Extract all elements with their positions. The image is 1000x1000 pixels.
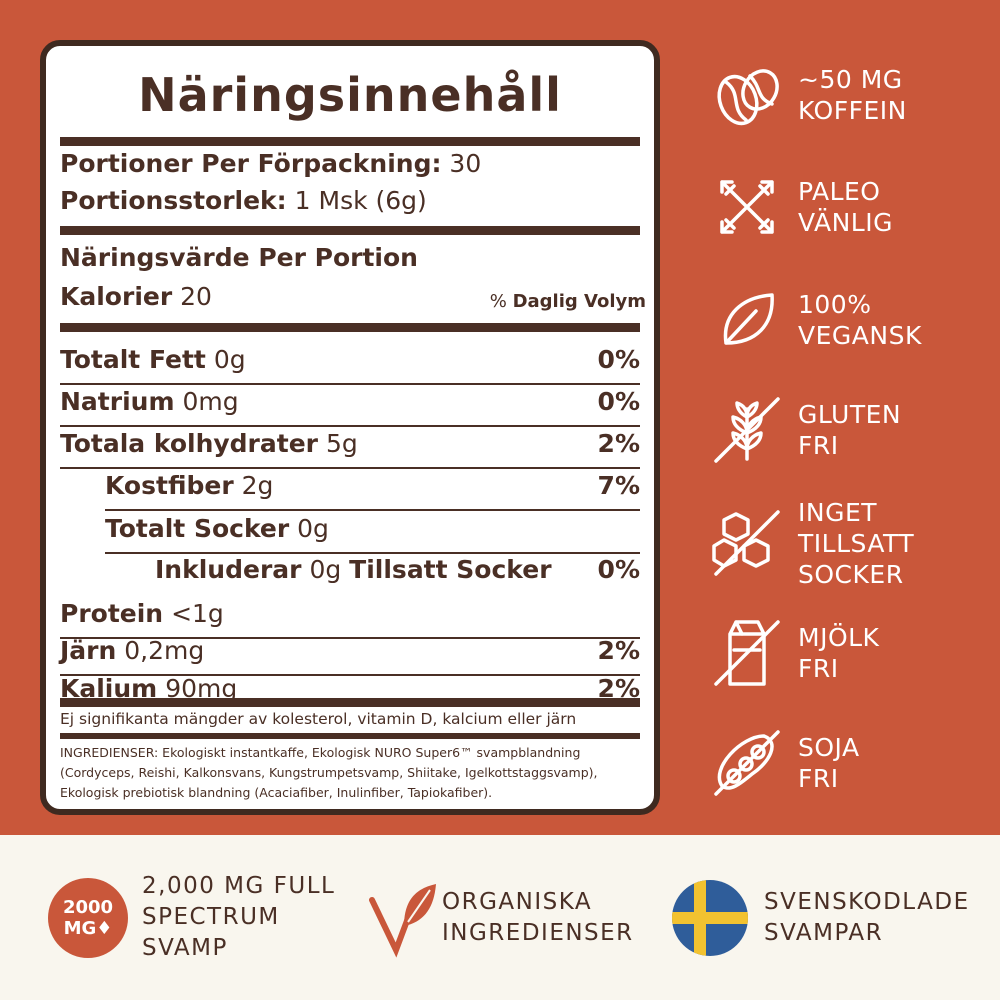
nutrient-name: Protein bbox=[60, 598, 164, 628]
nutrient-percent: 0% bbox=[597, 344, 640, 374]
leaf-icon bbox=[723, 293, 774, 345]
nutrient-row: Protein <1g bbox=[60, 596, 640, 630]
feature-text: ~50 MG KOFFEIN bbox=[798, 65, 907, 125]
spectrum-item: 2000 MG♦ 2,000 MG FULL SPECTRUM SVAMP bbox=[48, 855, 335, 980]
calories-value: 20 bbox=[180, 281, 212, 311]
calories-row: Kalorier 20 bbox=[60, 279, 640, 313]
size-label: Portionsstorlek: bbox=[60, 185, 287, 215]
nutrient-percent: 2% bbox=[597, 428, 640, 458]
row-divider bbox=[60, 467, 640, 469]
divider bbox=[60, 733, 640, 739]
feature-item: MJÖLK FRI bbox=[712, 618, 879, 688]
2000mg-badge-icon: 2000 MG♦ bbox=[48, 877, 128, 958]
organic-checkmark-leaf-icon bbox=[369, 883, 436, 958]
per-portion: Näringsvärde Per Portion bbox=[60, 240, 640, 274]
per-portion-label: Näringsvärde Per Portion bbox=[60, 242, 418, 272]
dv-label: Daglig Volym bbox=[512, 291, 646, 312]
nutrient-name: Totalt Fett bbox=[60, 344, 206, 374]
feature-item: 100% VEGANSK bbox=[712, 285, 922, 355]
feature-text: GLUTEN FRI bbox=[798, 400, 902, 460]
nutrient-amount: 2g bbox=[241, 470, 274, 500]
row-divider bbox=[60, 637, 640, 639]
organic-item: ORGANISKA INGREDIENSER bbox=[368, 855, 634, 980]
nutrient-amount: 90mg bbox=[165, 673, 238, 703]
swedish-item: SVENSKODLADE SVAMPAR bbox=[672, 855, 970, 980]
nutrient-amount: 0,2mg bbox=[124, 635, 205, 665]
nutrient-row: Järn 0,2mg 2% bbox=[60, 633, 640, 667]
row-divider bbox=[105, 552, 640, 554]
nutrient-name: Natrium bbox=[60, 386, 175, 416]
coffee-bean-icon bbox=[717, 69, 779, 126]
feature-text: PALEO VÄNLIG bbox=[798, 177, 893, 237]
footnote: Ej signifikanta mängder av kolesterol, v… bbox=[60, 710, 577, 728]
divider bbox=[60, 226, 640, 235]
divider bbox=[60, 698, 640, 707]
servings-label: Portioner Per Förpackning: bbox=[60, 148, 442, 178]
feature-item: GLUTEN FRI bbox=[712, 395, 901, 465]
nutrient-name: Kostfiber bbox=[105, 470, 234, 500]
nutrient-row: Inkluderar 0g Tillsatt Socker 0% bbox=[60, 552, 640, 586]
bottom-strip: 2000 MG♦ 2,000 MG FULL SPECTRUM SVAMP OR… bbox=[0, 835, 1000, 1000]
crossed-arrows-icon bbox=[720, 180, 774, 234]
row-divider bbox=[60, 674, 640, 676]
feature-item: SOJA FRI bbox=[712, 728, 860, 798]
divider bbox=[60, 323, 640, 332]
feature-text: MJÖLK FRI bbox=[798, 623, 880, 683]
row-divider bbox=[60, 425, 640, 427]
no-sugar-cubes-icon bbox=[712, 510, 780, 576]
row-divider bbox=[60, 383, 640, 385]
swedish-flag-icon bbox=[672, 879, 748, 956]
ingredients: INGREDIENSER: Ekologiskt instantkaffe, E… bbox=[60, 745, 598, 800]
organic-text: ORGANISKA INGREDIENSER bbox=[442, 888, 634, 946]
nutrient-percent: 0% bbox=[597, 554, 640, 584]
dv-prefix: % bbox=[489, 291, 507, 312]
feature-text: 100% VEGANSK bbox=[798, 290, 922, 350]
nutrient-percent: 0% bbox=[597, 386, 640, 416]
nutrient-name: Järn bbox=[60, 635, 117, 665]
nutrient-row: Kostfiber 2g 7% bbox=[60, 468, 640, 502]
spectrum-text: 2,000 MG FULL SPECTRUM SVAMP bbox=[142, 873, 336, 961]
servings-value: 30 bbox=[449, 148, 482, 178]
nutrient-amount: 5g bbox=[325, 428, 358, 458]
nutrient-amount: 0mg bbox=[182, 386, 239, 416]
nutrient-name: Inkluderar bbox=[155, 554, 302, 584]
nutrient-row: Totalt Fett 0g 0% bbox=[60, 342, 640, 376]
size-value: 1 Msk (6g) bbox=[294, 185, 427, 215]
servings-row: Portioner Per Förpackning: 30 bbox=[60, 146, 640, 180]
nutrient-row: Kalium 90mg 2% bbox=[60, 671, 640, 705]
no-milk-icon bbox=[714, 620, 780, 686]
swedish-text: SVENSKODLADE SVAMPAR bbox=[764, 888, 970, 946]
nutrient-name: Totala kolhydrater bbox=[60, 428, 318, 458]
feature-text: SOJA FRI bbox=[798, 733, 860, 793]
nutrient-name-2: Tillsatt Socker bbox=[349, 554, 552, 584]
nutrient-amount: 0g bbox=[213, 344, 246, 374]
nutrient-amount: <1g bbox=[171, 598, 224, 628]
row-divider bbox=[105, 509, 640, 511]
no-soy-icon bbox=[714, 730, 780, 796]
nutrient-name: Kalium bbox=[60, 673, 158, 703]
nutrient-percent: 2% bbox=[597, 673, 640, 703]
nutrient-row: Totala kolhydrater 5g 2% bbox=[60, 426, 640, 460]
feature-item: PALEO VÄNLIG bbox=[712, 172, 893, 242]
feature-text: INGET TILLSATT SOCKER bbox=[798, 497, 915, 589]
nutrient-row: Totalt Socker 0g bbox=[60, 511, 640, 545]
nutrition-label: Näringsinnehåll Portioner Per Förpacknin… bbox=[40, 40, 660, 815]
size-row: Portionsstorlek: 1 Msk (6g) bbox=[60, 183, 640, 217]
nutrient-amount: 0g bbox=[309, 554, 342, 584]
nutrient-percent: 2% bbox=[597, 635, 640, 665]
divider bbox=[60, 137, 640, 146]
label-title: Näringsinnehåll bbox=[138, 68, 562, 122]
feature-item: ~50 MG KOFFEIN bbox=[712, 60, 907, 130]
nutrient-percent: 7% bbox=[597, 470, 640, 500]
nutrient-row: Natrium 0mg 0% bbox=[60, 384, 640, 418]
nutrient-name: Totalt Socker bbox=[105, 513, 290, 543]
calories-label: Kalorier bbox=[60, 281, 173, 311]
daily-value-header: % Daglig Volym bbox=[490, 291, 646, 312]
feature-item: INGET TILLSATT SOCKER bbox=[712, 498, 1000, 589]
no-wheat-icon bbox=[714, 397, 780, 463]
nutrient-amount: 0g bbox=[297, 513, 329, 543]
